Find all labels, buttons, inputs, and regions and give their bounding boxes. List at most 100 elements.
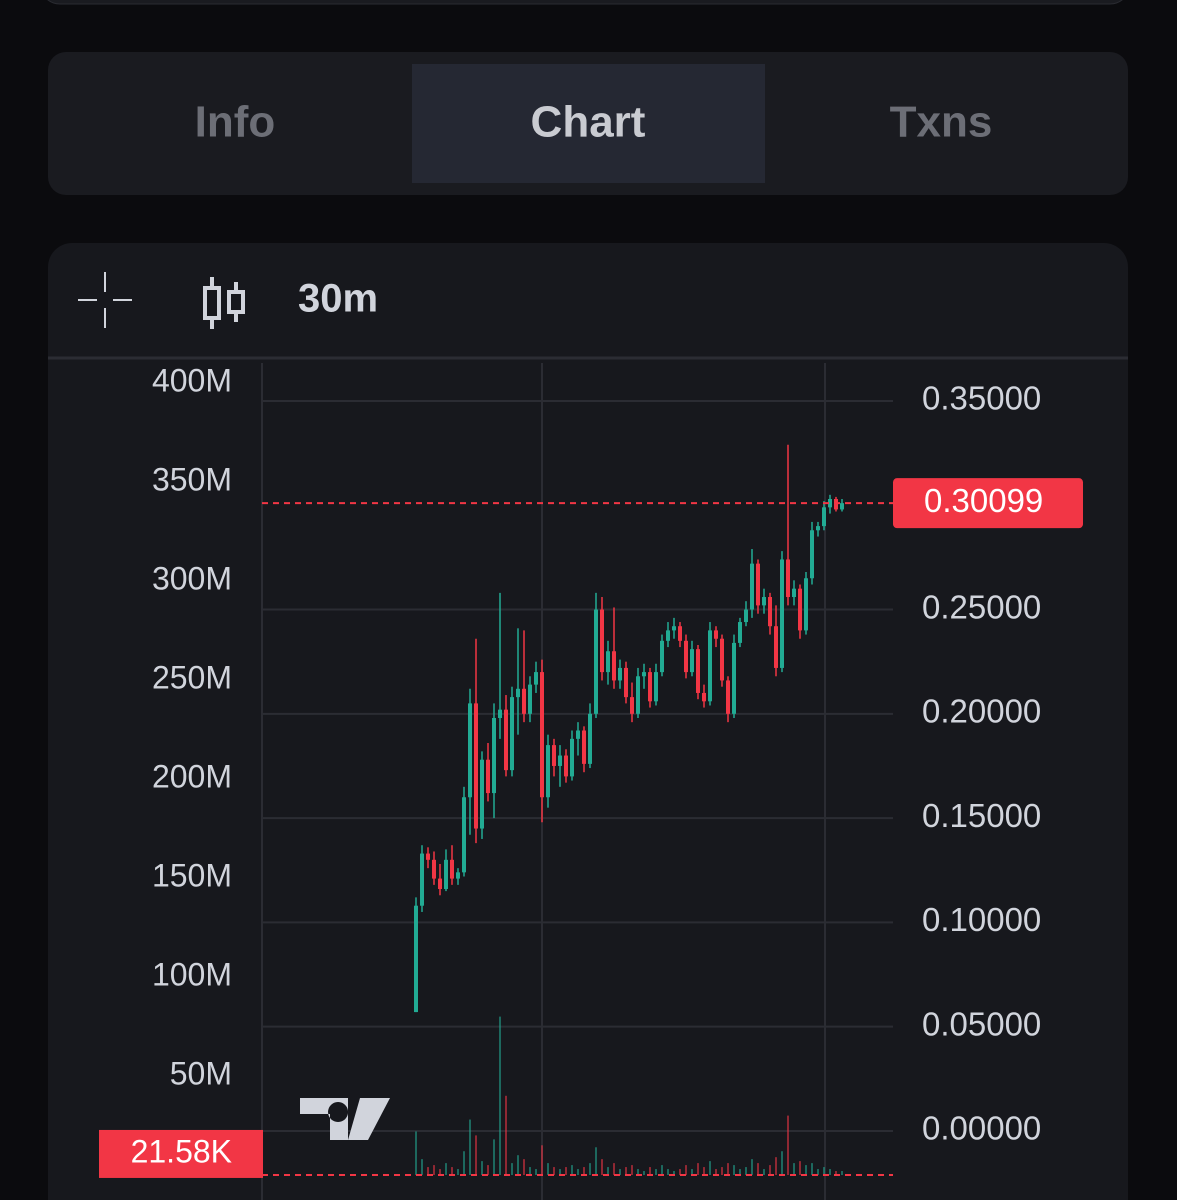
candle-body [576, 730, 580, 739]
candle-body [828, 498, 832, 508]
volume-bar [475, 1135, 477, 1175]
volume-bar [793, 1163, 795, 1175]
y2-tick-label: 100M [152, 956, 232, 992]
volume-bar [463, 1151, 465, 1175]
candle-body [486, 759, 490, 794]
volume-bar [751, 1159, 753, 1175]
candle-body [522, 688, 526, 714]
y-tick-label: 0.35000 [922, 380, 1041, 417]
volume-bar [619, 1169, 621, 1175]
y2-tick-label: 400M [152, 362, 232, 398]
volume-bar [733, 1165, 735, 1175]
last-volume-label: 21.58K [131, 1133, 232, 1169]
interval[interactable]: 30m [298, 277, 378, 321]
candle-body [618, 667, 622, 681]
candle-body [474, 703, 478, 829]
active-tab-bg [412, 64, 765, 183]
candle-body [630, 697, 634, 714]
candle-body [810, 530, 814, 579]
volume-bar [457, 1169, 459, 1175]
candle-body [516, 688, 520, 698]
y2-tick-label: 350M [152, 461, 232, 497]
volume-bar [493, 1139, 495, 1175]
candle-body [726, 680, 730, 714]
candle-body [804, 578, 808, 631]
candle-body [708, 630, 712, 702]
volume-bar [589, 1163, 591, 1175]
volume-bar [487, 1165, 489, 1175]
volume-bar [835, 1171, 837, 1175]
volume-bar [415, 1131, 417, 1175]
volume-bar [787, 1115, 789, 1175]
volume-bar [739, 1169, 741, 1175]
y-tick-label: 0.05000 [922, 1005, 1041, 1042]
candle-body [738, 622, 742, 643]
candle-body [594, 609, 598, 714]
candle-body [774, 626, 778, 668]
candle-body [558, 755, 562, 766]
candle-body [654, 672, 658, 702]
volume-bar [769, 1165, 771, 1175]
candle-body [732, 642, 736, 714]
volume-bar [601, 1159, 603, 1175]
volume-bar [655, 1169, 657, 1175]
y-tick-label: 0.15000 [922, 797, 1041, 834]
candle-body [564, 755, 568, 777]
candle-body [462, 797, 466, 873]
volume-bar [469, 1119, 471, 1175]
tab[interactable]: Txns [890, 98, 993, 147]
candle-body [588, 713, 592, 764]
y-tick-label: 0.25000 [922, 588, 1041, 625]
candle-body [492, 717, 496, 794]
volume-bar [703, 1167, 705, 1175]
candle-body [744, 609, 748, 623]
tab[interactable]: Chart [531, 98, 646, 147]
candle-body [672, 626, 676, 631]
last-price-label: 0.30099 [924, 482, 1043, 519]
top-card [47, 0, 1123, 5]
tab[interactable]: Info [195, 98, 276, 147]
y-tick-label: 0.00000 [922, 1110, 1041, 1147]
candle-body [798, 588, 802, 631]
volume-bar [529, 1167, 531, 1175]
candle-body [480, 759, 484, 829]
volume-bar [799, 1161, 801, 1175]
crosshair-icon[interactable] [78, 272, 132, 328]
y2-tick-label: 300M [152, 560, 232, 596]
y-tick-label: 0.10000 [922, 901, 1041, 938]
volume-bar [745, 1167, 747, 1175]
volume-bar [613, 1163, 615, 1175]
candle-body [792, 588, 796, 598]
volume-bar [727, 1163, 729, 1175]
candle-body [714, 630, 718, 639]
candle-body [822, 507, 826, 527]
volume-bar [775, 1157, 777, 1175]
candle-body [426, 853, 430, 860]
y-tick-label: 0.20000 [922, 693, 1041, 730]
volume-bar [649, 1167, 651, 1175]
candle-body [450, 859, 454, 879]
volume-bar [661, 1165, 663, 1175]
candle-body [666, 630, 670, 641]
candle-body [762, 597, 766, 606]
candle-type-icon[interactable] [203, 277, 245, 329]
volume-bar [715, 1169, 717, 1175]
volume-bar [445, 1163, 447, 1175]
volume-bar [631, 1165, 633, 1175]
volume-bar [559, 1169, 561, 1175]
volume-bar [781, 1151, 783, 1175]
candle-body [786, 559, 790, 598]
volume-bar [679, 1169, 681, 1175]
volume-bar [841, 1171, 843, 1175]
volume-bar [691, 1169, 693, 1175]
volume-bar [523, 1159, 525, 1175]
volume-bar [697, 1163, 699, 1175]
candle-body [684, 640, 688, 673]
last-price-badge [893, 478, 1083, 529]
volume-bar [577, 1169, 579, 1175]
candle-body [624, 667, 628, 698]
candle-body [540, 672, 544, 798]
last-volume-badge [99, 1129, 263, 1178]
tradingview-logo [300, 1098, 390, 1140]
